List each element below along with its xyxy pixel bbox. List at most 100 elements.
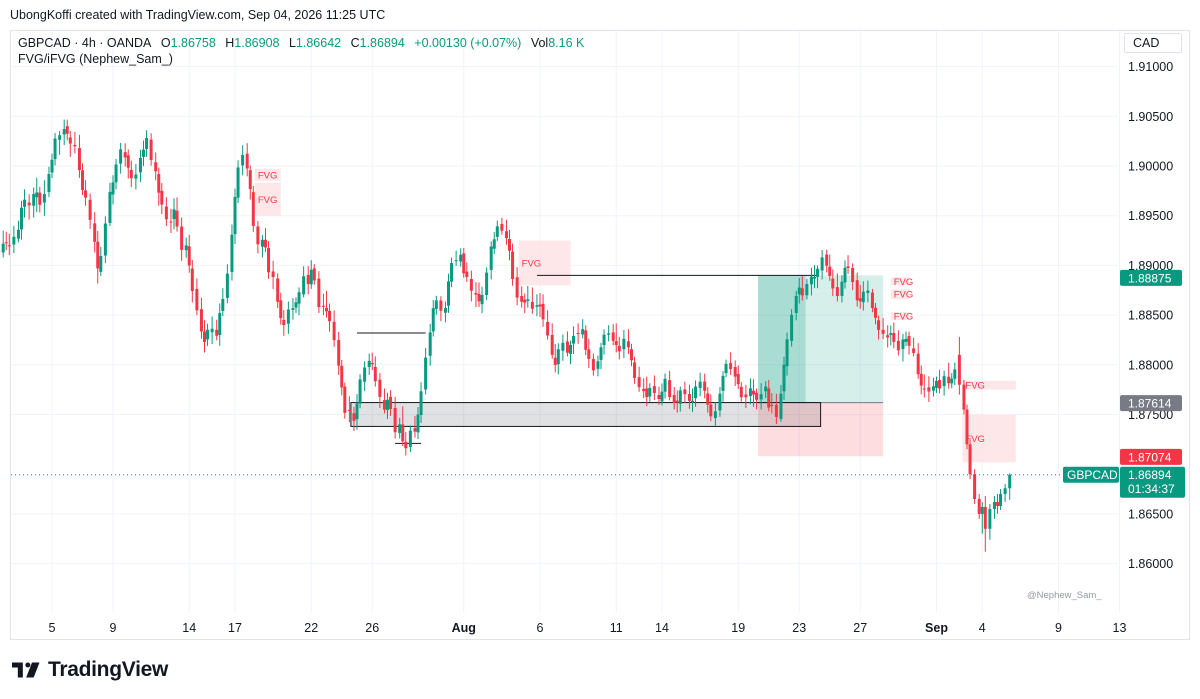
brand-name: TradingView — [48, 658, 169, 681]
fvg-zone — [254, 182, 281, 216]
candle-body — [477, 294, 481, 302]
y-tick-label: 1.87500 — [1128, 408, 1173, 422]
candle-body — [672, 395, 676, 403]
candle-body — [942, 376, 946, 387]
candle-body — [302, 276, 306, 295]
candle-body — [965, 409, 969, 445]
y-tick-label: 1.89500 — [1128, 209, 1173, 223]
candle-body — [938, 380, 942, 389]
candle-body — [535, 305, 539, 307]
candle-body — [892, 332, 896, 342]
candle-body — [962, 384, 966, 410]
candle-body — [881, 329, 885, 334]
open-value: 1.86758 — [170, 36, 216, 50]
candle-body — [236, 167, 240, 198]
candle-body — [47, 174, 51, 192]
bar-countdown: 01:34:37 — [1128, 482, 1175, 496]
candle-body — [587, 349, 591, 359]
candle-body — [663, 378, 667, 392]
candle-body — [596, 361, 600, 369]
x-tick-label: 22 — [304, 621, 318, 635]
candle-body — [492, 239, 496, 249]
candle-body — [977, 498, 981, 514]
candle-body — [678, 390, 682, 404]
candle-body — [373, 366, 377, 382]
candle-body — [752, 390, 755, 395]
current-price-tag — [1120, 466, 1185, 498]
candle-body — [607, 333, 611, 335]
candle-body — [790, 314, 794, 341]
price-tag-label: 1.87074 — [1128, 450, 1172, 464]
candle-body — [851, 267, 855, 283]
candle-body — [652, 386, 656, 394]
candle-body — [916, 353, 920, 375]
candle-body — [309, 269, 313, 285]
fvg-label: FVG — [965, 381, 985, 392]
candle-body — [825, 254, 829, 266]
candle-body — [687, 394, 691, 401]
grid-layer — [11, 31, 1120, 613]
candle-body — [73, 144, 77, 147]
candle-body — [683, 389, 687, 395]
candle-body — [992, 501, 996, 509]
candle-body — [210, 328, 214, 333]
fvg-label: FVG — [894, 277, 914, 288]
chart-credit: UbongKoffi created with TradingView.com,… — [10, 8, 386, 22]
candle-body — [248, 170, 252, 190]
candle-body — [321, 305, 325, 307]
candle-body — [32, 194, 36, 206]
x-tick-label: 14 — [655, 621, 669, 635]
candle-body — [736, 373, 740, 385]
candle-body — [744, 394, 748, 398]
candle-body — [408, 430, 412, 447]
candle-body — [485, 272, 489, 296]
price-tag — [1120, 395, 1182, 412]
symbol-label[interactable]: GBPCAD · 4h · OANDA — [18, 36, 152, 50]
candle-body — [7, 245, 11, 247]
candle-body — [431, 308, 435, 332]
candle-body — [160, 190, 164, 205]
candle-body — [68, 137, 72, 144]
candle-body — [459, 254, 463, 262]
candle-body — [660, 391, 664, 402]
candle-body — [12, 236, 16, 245]
candle-body — [957, 354, 961, 385]
currency-button[interactable]: CAD — [1124, 33, 1182, 53]
candle-body — [256, 226, 260, 245]
candle-body — [703, 381, 707, 391]
candle-body — [378, 379, 382, 397]
candle-body — [325, 307, 328, 312]
candle-body — [950, 378, 954, 384]
candle-body — [980, 506, 984, 514]
tradingview-logo[interactable]: TradingView — [12, 656, 168, 684]
candle-body — [739, 386, 743, 398]
candle-body — [633, 362, 637, 378]
candle-body — [103, 223, 107, 256]
candle-body — [922, 388, 926, 390]
high-label: H — [225, 36, 235, 50]
fvg-label: FVG — [894, 290, 914, 301]
candle-body — [428, 332, 432, 356]
candle-body — [157, 174, 161, 193]
candle-body — [508, 238, 511, 251]
candle-body — [983, 506, 987, 529]
candle-body — [602, 334, 606, 346]
candle-body — [450, 263, 454, 282]
x-tick-label: 17 — [228, 621, 242, 635]
candle-body — [569, 344, 572, 354]
candle-body — [637, 377, 641, 388]
candle-body — [111, 182, 115, 195]
candle-body — [526, 299, 530, 301]
fvg-label: FVG — [522, 258, 542, 269]
candle-body — [759, 394, 763, 400]
candle-body — [988, 508, 992, 529]
candle-body — [919, 373, 923, 386]
candle-body — [713, 411, 717, 419]
candle-body — [294, 302, 298, 308]
candle-body — [907, 336, 911, 346]
symbol-tag-label: GBPCAD — [1067, 468, 1118, 482]
x-tick-label: 11 — [610, 621, 623, 635]
indicator-label[interactable]: FVG/iFVG (Nephew_Sam_) — [18, 52, 173, 66]
candle-body — [886, 335, 890, 338]
